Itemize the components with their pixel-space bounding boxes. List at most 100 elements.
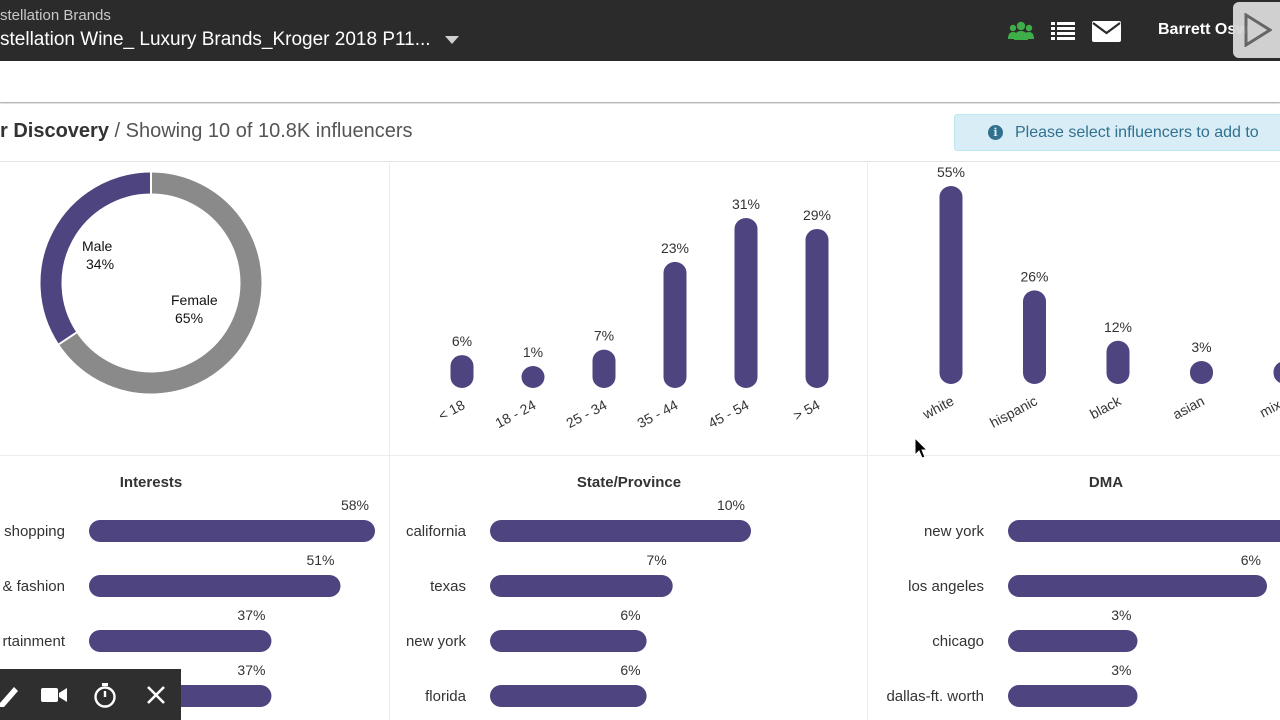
- hbar--fashion[interactable]: [89, 575, 341, 597]
- interests-chart: Interests shopping 58% & fashion 51% rtainmen…: [2, 474, 375, 707]
- bar-value-label: 12%: [1104, 319, 1132, 335]
- mouse-cursor-icon: [914, 437, 929, 459]
- panel-divider: [389, 163, 390, 720]
- panel-divider: [867, 163, 868, 720]
- hbar-florida[interactable]: [490, 685, 647, 707]
- hbar-category-label: & fashion: [2, 578, 65, 595]
- page-title: r Discovery / Showing 10 of 10.8K influe…: [0, 120, 413, 143]
- hbar-value-label: 37%: [237, 662, 265, 678]
- hbar-category-label: dallas-ft. worth: [886, 688, 984, 705]
- bar-value-label: 26%: [1020, 268, 1048, 284]
- bar-category-label: white: [919, 392, 956, 422]
- hbar-category-label: florida: [425, 688, 467, 705]
- user-menu[interactable]: Barrett Osw: [1158, 21, 1249, 38]
- bar-45-54[interactable]: [734, 218, 758, 388]
- top-header: stellation Brands stellation Wine_ Luxur…: [0, 0, 1280, 61]
- bar--54[interactable]: [805, 228, 829, 388]
- close-icon[interactable]: [145, 681, 167, 709]
- page-title-count: / Showing 10 of 10.8K influencers: [108, 120, 413, 142]
- hbar-category-label: rtainment: [2, 633, 65, 650]
- hbar-category-label: chicago: [932, 633, 984, 650]
- bar-value-label: 7%: [594, 328, 614, 344]
- hbar-chicago[interactable]: [1008, 630, 1138, 652]
- bar-category-label: 45 - 54: [705, 396, 751, 431]
- panel-divider: [0, 455, 1280, 456]
- bar-category-label: asian: [1170, 393, 1207, 423]
- bar-category-label: mixe: [1257, 392, 1280, 420]
- bar-18-24[interactable]: [521, 366, 545, 388]
- bar-category-label: 35 - 44: [634, 396, 680, 431]
- pen-icon[interactable]: [0, 681, 18, 709]
- donut-slice-female[interactable]: [59, 172, 262, 394]
- chart-title: Interests: [120, 474, 183, 491]
- info-icon: i: [988, 125, 1003, 140]
- state-chart: State/Province california 10% texas 7% new yo…: [406, 474, 751, 707]
- hbar-value-label: 3%: [1111, 662, 1131, 678]
- bar-value-label: 55%: [937, 164, 965, 180]
- hbar-category-label: texas: [430, 578, 466, 595]
- bar-white[interactable]: [939, 186, 963, 384]
- info-notice-text: Please select influencers to add to: [1015, 123, 1259, 141]
- chart-title: DMA: [1089, 474, 1123, 491]
- bar-category-label: hispanic: [987, 393, 1040, 431]
- timer-icon[interactable]: [92, 681, 118, 709]
- bar-asian[interactable]: [1190, 361, 1213, 384]
- hbar-shopping[interactable]: [89, 520, 375, 542]
- page-title-main: r Discovery: [0, 120, 109, 142]
- camera-icon[interactable]: [41, 681, 67, 709]
- hbar-texas[interactable]: [490, 575, 673, 597]
- hbar-value-label: 6%: [620, 662, 640, 678]
- bar--18[interactable]: [450, 355, 474, 388]
- hbar-value-label: 37%: [237, 607, 265, 623]
- hbar-category-label: new york: [406, 633, 467, 650]
- hbar-dallas-ft-worth[interactable]: [1008, 685, 1138, 707]
- hbar-california[interactable]: [490, 520, 751, 542]
- donut-label-female: Female: [171, 292, 218, 308]
- donut-separator: [58, 331, 78, 346]
- bar-black[interactable]: [1106, 340, 1130, 384]
- bar-category-label: < 18: [435, 396, 467, 423]
- bar-25-34[interactable]: [592, 349, 616, 388]
- hbar-value-label: 10%: [717, 497, 745, 513]
- hbar-value-label: 58%: [341, 497, 369, 513]
- org-name: stellation Brands: [0, 7, 111, 24]
- bar-value-label: 29%: [803, 207, 831, 223]
- campaign-selector[interactable]: stellation Wine_ Luxury Brands_Kroger 20…: [0, 29, 459, 51]
- bar-value-label: 31%: [732, 196, 760, 212]
- donut-label-male: Male: [82, 238, 113, 254]
- hbar-new-york[interactable]: [1008, 520, 1280, 542]
- hbar-rtainment[interactable]: [89, 630, 272, 652]
- campaign-name: stellation Wine_ Luxury Brands_Kroger 20…: [0, 29, 431, 50]
- bar-category-label: > 54: [790, 396, 822, 423]
- bar-hispanic[interactable]: [1023, 290, 1046, 384]
- hbar-los-angeles[interactable]: [1008, 575, 1267, 597]
- envelope-icon[interactable]: [1092, 18, 1121, 44]
- play-icon[interactable]: [1233, 2, 1280, 58]
- list-icon[interactable]: [1051, 18, 1075, 44]
- hbar-value-label: 6%: [1241, 552, 1261, 568]
- gender-chart: Male 34% Female 65%: [40, 172, 262, 394]
- donut-slice-male[interactable]: [40, 172, 152, 345]
- hbar-category-label: new york: [924, 523, 985, 540]
- bar-category-label: 18 - 24: [492, 396, 538, 431]
- bar-value-label: 3%: [1191, 339, 1211, 355]
- chevron-down-icon[interactable]: [444, 36, 459, 44]
- info-notice: i Please select influencers to add to: [954, 114, 1280, 151]
- hbar-category-label: los angeles: [908, 578, 984, 595]
- hbar-value-label: 51%: [306, 552, 334, 568]
- recorder-toolbar: [0, 669, 181, 720]
- chart-title: State/Province: [577, 474, 681, 491]
- dma-chart: DMA new york los angeles 6% chicago 3% dallas-…: [886, 474, 1280, 707]
- hbar-category-label: shopping: [4, 523, 65, 540]
- hbar-category-label: california: [406, 523, 467, 540]
- hbar-value-label: 7%: [646, 552, 666, 568]
- bar-value-label: 6%: [452, 333, 472, 349]
- bar-35-44[interactable]: [663, 261, 687, 388]
- hbar-value-label: 3%: [1111, 607, 1131, 623]
- bar-mixe[interactable]: [1273, 361, 1280, 384]
- hbar-new-york[interactable]: [490, 630, 647, 652]
- users-icon[interactable]: [1008, 18, 1034, 44]
- bar-value-label: 23%: [661, 240, 689, 256]
- sub-header: [0, 61, 1280, 103]
